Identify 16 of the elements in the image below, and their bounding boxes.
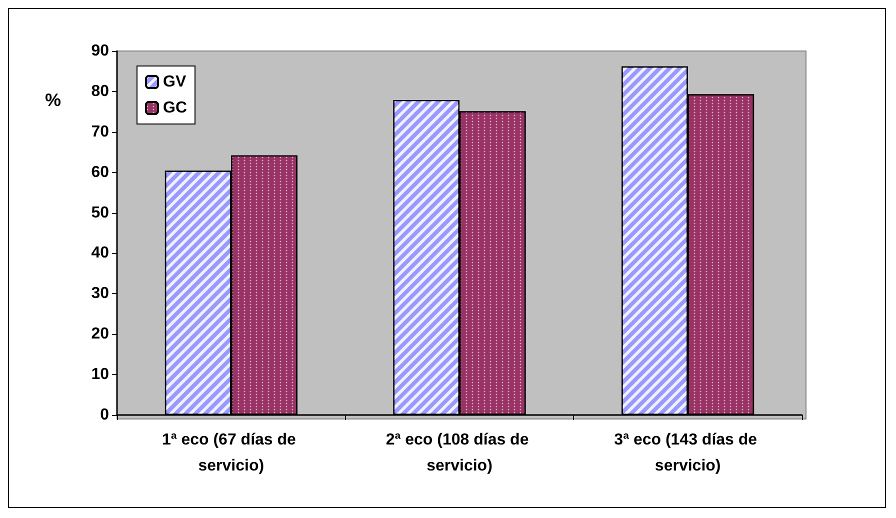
y-tick-label: 40 — [91, 244, 110, 262]
y-tick-label: 80 — [91, 82, 110, 100]
x-tick-label: 3ª eco (143 días de servicio) — [614, 432, 762, 474]
y-tick-label: 70 — [91, 123, 110, 140]
legend-label: GC — [163, 100, 188, 116]
y-tick-label: 20 — [91, 326, 110, 343]
y-tick-label: 0 — [100, 406, 110, 424]
y-tick-label: 10 — [91, 366, 110, 384]
y-tick-label: 30 — [91, 285, 110, 302]
legend-label: GV — [163, 74, 186, 90]
x-tick-label: 2ª eco (108 días de servicio) — [386, 432, 534, 474]
y-axis-title: % — [45, 90, 62, 110]
x-tick-label: 1ª eco (67 días de servicio) — [162, 432, 300, 474]
y-tick-label: 60 — [91, 164, 110, 181]
y-tick-label: 50 — [91, 204, 110, 222]
y-tick-label: 90 — [91, 42, 110, 60]
